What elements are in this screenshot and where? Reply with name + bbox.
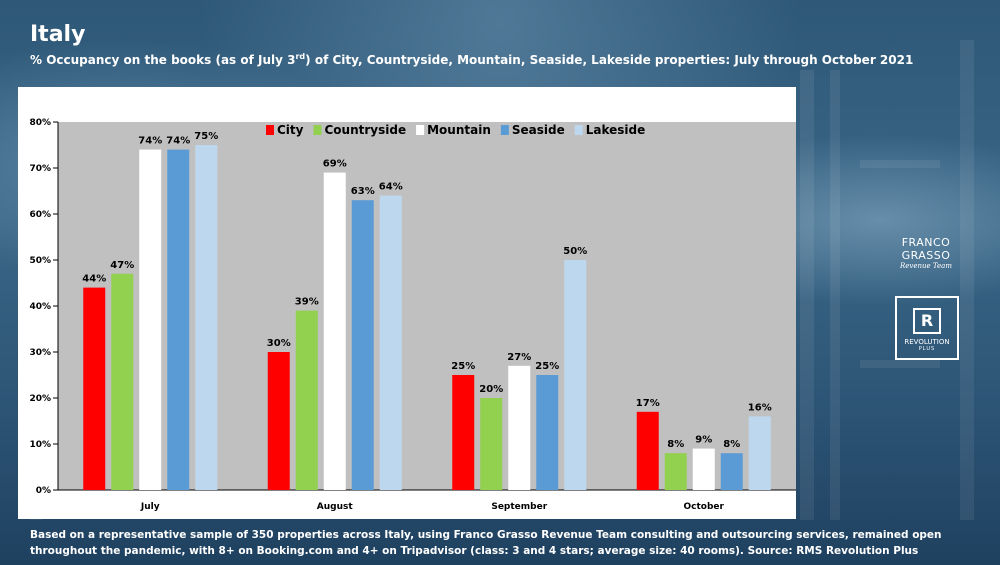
- bar-lakeside-august: [379, 195, 402, 490]
- bar-mountain-october: [692, 448, 715, 490]
- y-tick-label: 60%: [29, 210, 51, 220]
- bar-seaside-october: [720, 453, 743, 490]
- data-label: 75%: [194, 131, 218, 142]
- data-label: 17%: [636, 398, 660, 409]
- data-label: 50%: [563, 246, 587, 257]
- y-tick-label: 70%: [29, 164, 51, 174]
- franco-grasso-logo: FRANCO GRASSO Revenue Team: [880, 236, 972, 270]
- bar-mountain-july: [139, 149, 162, 490]
- legend-label-seaside: Seaside: [512, 123, 565, 137]
- bar-city-july: [83, 287, 106, 490]
- bar-countryside-july: [111, 273, 134, 490]
- bar-countryside-october: [664, 453, 687, 490]
- data-label: 69%: [323, 159, 347, 170]
- legend-swatch-mountain: [416, 125, 425, 135]
- data-label: 39%: [295, 297, 319, 308]
- bar-city-august: [267, 352, 290, 490]
- x-category-label: July: [140, 502, 160, 512]
- y-tick-label: 80%: [29, 118, 51, 128]
- data-label: 20%: [479, 384, 503, 395]
- revolution-plus-text: PLUS: [918, 346, 936, 352]
- bar-mountain-september: [508, 365, 531, 490]
- revolution-plus-logo: R REVOLUTION PLUS: [895, 296, 959, 360]
- subtitle-superscript: rd: [295, 52, 306, 61]
- bar-lakeside-september: [564, 260, 587, 490]
- data-label: 25%: [535, 361, 559, 372]
- x-category-label: October: [684, 502, 725, 512]
- data-label: 27%: [507, 352, 531, 363]
- data-label: 63%: [351, 186, 375, 197]
- y-tick-label: 0%: [36, 486, 51, 496]
- data-label: 8%: [723, 439, 740, 450]
- data-label: 30%: [267, 338, 291, 349]
- franco-grasso-tagline: Revenue Team: [900, 262, 952, 270]
- y-tick-label: 30%: [29, 348, 51, 358]
- legend-label-mountain: Mountain: [427, 123, 491, 137]
- data-label: 74%: [166, 136, 190, 147]
- legend-label-lakeside: Lakeside: [586, 123, 646, 137]
- x-category-label: August: [317, 502, 354, 512]
- bar-seaside-august: [351, 200, 374, 490]
- bar-mountain-august: [323, 172, 346, 490]
- y-tick-label: 10%: [29, 440, 51, 450]
- bar-lakeside-july: [195, 145, 218, 490]
- data-label: 25%: [451, 361, 475, 372]
- legend-swatch-seaside: [500, 125, 509, 135]
- bar-lakeside-october: [748, 416, 771, 490]
- bar-city-october: [636, 411, 659, 490]
- franco-grasso-name: FRANCO GRASSO: [901, 236, 951, 262]
- legend-swatch-countryside: [313, 125, 322, 135]
- bar-seaside-september: [536, 375, 559, 490]
- chart-subtitle: % Occupancy on the books (as of July 3rd…: [30, 52, 913, 67]
- footnote: Based on a representative sample of 350 …: [30, 529, 942, 557]
- revolution-name: REVOLUTION: [904, 338, 950, 346]
- data-label: 9%: [695, 435, 712, 446]
- legend-label-city: City: [277, 123, 304, 137]
- occupancy-bar-chart: 0% 10% 20% 30% 40% 50% 60% 70% 80% 44% 47% 74% 74% 7…: [29, 118, 796, 512]
- legend-label-countryside: Countryside: [324, 123, 406, 137]
- revolution-r-icon: R: [913, 308, 941, 334]
- data-label: 64%: [379, 182, 403, 193]
- x-category-label: September: [491, 502, 547, 512]
- bar-city-september: [452, 375, 475, 490]
- data-label: 8%: [667, 439, 684, 450]
- bar-seaside-july: [167, 149, 190, 490]
- data-label: 74%: [138, 136, 162, 147]
- data-label: 44%: [82, 274, 106, 285]
- bar-countryside-september: [480, 398, 503, 490]
- chart-panel: 0% 10% 20% 30% 40% 50% 60% 70% 80% 44% 47% 74% 74% 7…: [18, 87, 796, 519]
- data-label: 47%: [110, 260, 134, 271]
- data-label: 16%: [748, 402, 772, 413]
- bar-countryside-august: [295, 310, 318, 490]
- legend-swatch-city: [266, 125, 274, 135]
- legend-swatch-lakeside: [574, 125, 583, 135]
- y-tick-label: 50%: [29, 256, 51, 266]
- subtitle-text-start: % Occupancy on the books (as of July 3: [30, 53, 296, 67]
- y-tick-label: 40%: [29, 302, 51, 312]
- subtitle-text-end: ) of City, Countryside, Mountain, Seasid…: [305, 53, 914, 67]
- page-title: Italy: [30, 22, 86, 47]
- y-tick-label: 20%: [29, 394, 51, 404]
